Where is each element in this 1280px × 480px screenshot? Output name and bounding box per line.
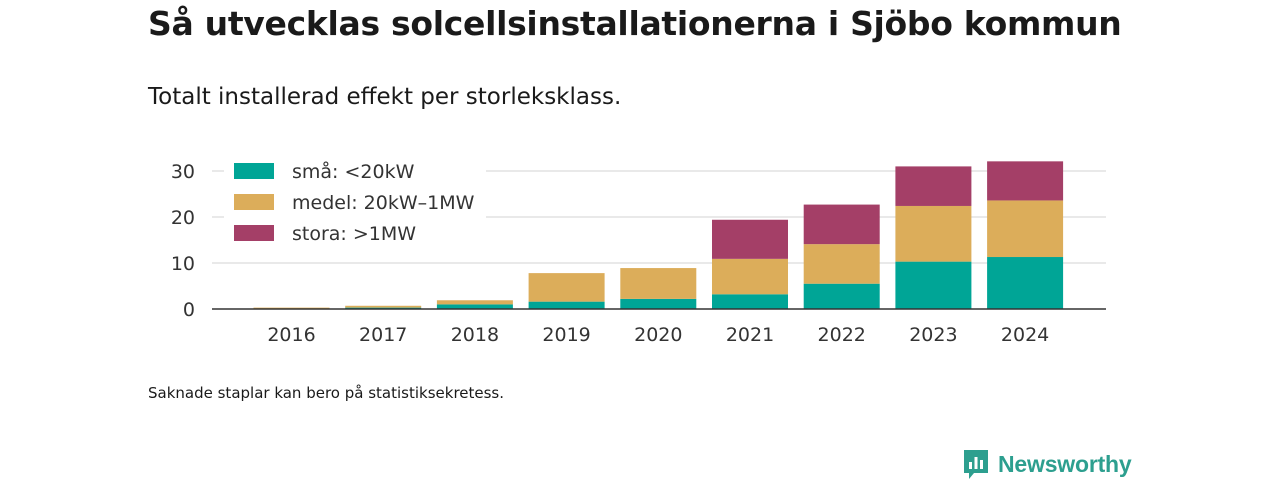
newsworthy-logo-icon bbox=[964, 450, 988, 479]
legend-label: medel: 20kW–1MW bbox=[292, 192, 475, 214]
x-tick-label: 2024 bbox=[1001, 324, 1049, 346]
bar-segment bbox=[987, 200, 1064, 258]
y-tick-label: 10 bbox=[171, 253, 195, 275]
bar-segment bbox=[620, 268, 697, 299]
bar-segment bbox=[712, 258, 788, 295]
legend-swatch bbox=[234, 194, 274, 210]
chart-subtitle: Totalt installerad effekt per storlekskl… bbox=[148, 84, 622, 110]
legend-label: små: <20kW bbox=[292, 160, 415, 183]
bar-segment bbox=[528, 273, 605, 302]
brand-name: Newsworthy bbox=[998, 450, 1132, 477]
bar-segment bbox=[803, 244, 880, 284]
bar-segment bbox=[987, 161, 1064, 201]
bar-segment bbox=[345, 305, 422, 308]
bar-segment bbox=[528, 301, 605, 309]
bar-segment bbox=[803, 283, 880, 309]
legend-label: stora: >1MW bbox=[292, 223, 416, 245]
y-tick-label: 30 bbox=[171, 161, 195, 183]
bar-segment bbox=[436, 300, 513, 305]
bar-segment bbox=[712, 219, 788, 259]
legend-swatch bbox=[234, 225, 274, 241]
bar-segment bbox=[253, 307, 330, 309]
bars bbox=[253, 161, 1064, 310]
brand-logo[interactable]: Newsworthy bbox=[962, 448, 1132, 480]
x-tick-label: 2023 bbox=[909, 324, 957, 346]
stacked-bar-chart: 0 10 20 30 2016 2017 2018 2019 2020 2021 2022 2023… bbox=[170, 152, 1106, 346]
bar-segment bbox=[895, 261, 972, 309]
bar-segment bbox=[803, 204, 880, 245]
bar-segment bbox=[436, 304, 513, 309]
y-tick-labels: 0 10 20 30 bbox=[171, 161, 195, 321]
x-tick-label: 2021 bbox=[726, 324, 774, 346]
bar-segment bbox=[987, 257, 1064, 309]
x-tick-label: 2022 bbox=[818, 324, 866, 346]
bar-segment bbox=[712, 294, 788, 309]
y-tick-label: 0 bbox=[183, 299, 195, 321]
footnote: Saknade staplar kan bero på statistiksek… bbox=[148, 384, 505, 402]
x-tick-label: 2017 bbox=[359, 324, 407, 346]
x-tick-label: 2016 bbox=[267, 324, 315, 346]
bar-segment bbox=[620, 298, 697, 309]
x-tick-label: 2020 bbox=[634, 324, 682, 346]
legend-swatch bbox=[234, 163, 274, 179]
bar-segment bbox=[895, 205, 972, 262]
bar-segment bbox=[895, 166, 972, 206]
y-tick-label: 20 bbox=[171, 207, 195, 229]
legend: små: <20kW medel: 20kW–1MW stora: >1MW bbox=[224, 152, 486, 248]
x-tick-label: 2019 bbox=[542, 324, 590, 346]
x-tick-labels: 2016 2017 2018 2019 2020 2021 2022 2023 2024 bbox=[267, 324, 1049, 346]
x-tick-label: 2018 bbox=[451, 324, 499, 346]
chart-title: Så utvecklas solcellsinstallationerna i … bbox=[148, 4, 1122, 43]
